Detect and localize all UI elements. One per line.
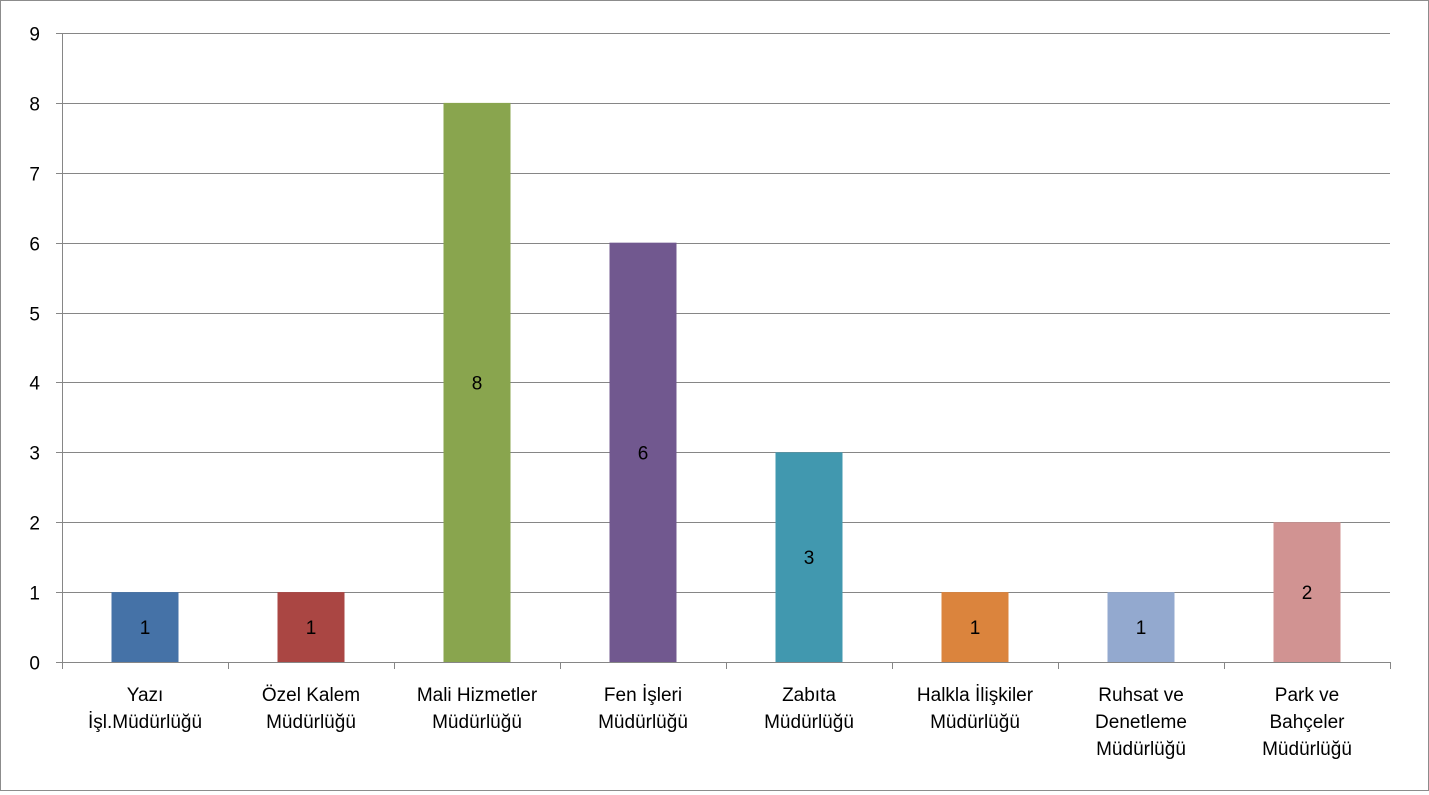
y-tick-label: 9 (29, 25, 40, 46)
labels: 0 1 2 3 4 5 6 7 8 9 1 Yazı İşl.Müdürlüğü 1 Özel Kalem M… (29, 25, 1351, 761)
data-label: 3 (804, 548, 815, 569)
category-label: Ruhsat ve Denetleme Müdürlüğü (1095, 685, 1187, 760)
y-tick-label: 0 (29, 654, 40, 675)
y-tick-label: 2 (29, 514, 40, 535)
category-label-line: Müdürlüğü (1096, 739, 1186, 760)
category-label-line: Halkla İlişkiler (917, 685, 1034, 706)
bars (111, 102, 1341, 662)
gridlines (62, 33, 1390, 593)
bar (1107, 592, 1175, 662)
category-label-line: Müdürlüğü (432, 712, 522, 733)
bar (443, 102, 511, 662)
category-label-line: Zabıta (782, 685, 836, 706)
category-label: Yazı İşl.Müdürlüğü (88, 685, 202, 733)
data-label: 6 (638, 443, 649, 464)
category-label: Halkla İlişkiler Müdürlüğü (917, 685, 1034, 733)
bar (277, 592, 345, 662)
category-label-line: Özel Kalem (262, 685, 360, 706)
category-label-line: Müdürlüğü (764, 712, 854, 733)
bar (111, 592, 179, 662)
category-label: Mali Hizmetler Müdürlüğü (417, 685, 538, 733)
axes (56, 33, 1391, 669)
category-label-line: Müdürlüğü (930, 712, 1020, 733)
bar (941, 592, 1009, 662)
category-label-line: Müdürlüğü (266, 712, 356, 733)
y-tick-label: 8 (29, 95, 40, 116)
category-label-line: Denetleme (1095, 712, 1187, 733)
y-tick-label: 4 (29, 374, 40, 395)
bar (775, 452, 843, 662)
category-label-line: Fen İşleri (604, 685, 682, 706)
category-label-line: Mali Hizmetler (417, 685, 538, 706)
y-tick-label: 7 (29, 165, 40, 186)
y-tick-label: 3 (29, 444, 40, 465)
category-label-line: Bahçeler (1270, 712, 1346, 733)
data-label: 1 (1136, 618, 1147, 639)
category-label-line: Ruhsat ve (1098, 685, 1184, 706)
y-tick-label: 1 (29, 584, 40, 605)
category-label-line: Müdürlüğü (598, 712, 688, 733)
category-label-line: Müdürlüğü (1262, 739, 1352, 760)
y-tick-label: 6 (29, 235, 40, 256)
category-label-line: Yazı (127, 685, 164, 706)
data-label: 1 (306, 618, 317, 639)
category-label: Zabıta Müdürlüğü (764, 685, 854, 733)
data-label: 2 (1302, 583, 1313, 604)
data-label: 1 (140, 618, 151, 639)
data-label: 8 (472, 373, 483, 394)
y-tick-label: 5 (29, 305, 40, 326)
bar (1273, 522, 1341, 662)
category-label-line: İşl.Müdürlüğü (88, 712, 202, 733)
category-label-line: Park ve (1275, 685, 1339, 706)
category-label: Park ve Bahçeler Müdürlüğü (1262, 685, 1352, 760)
category-label: Özel Kalem Müdürlüğü (262, 685, 360, 733)
category-label: Fen İşleri Müdürlüğü (598, 685, 688, 733)
bar (609, 242, 677, 662)
data-label: 1 (970, 618, 981, 639)
